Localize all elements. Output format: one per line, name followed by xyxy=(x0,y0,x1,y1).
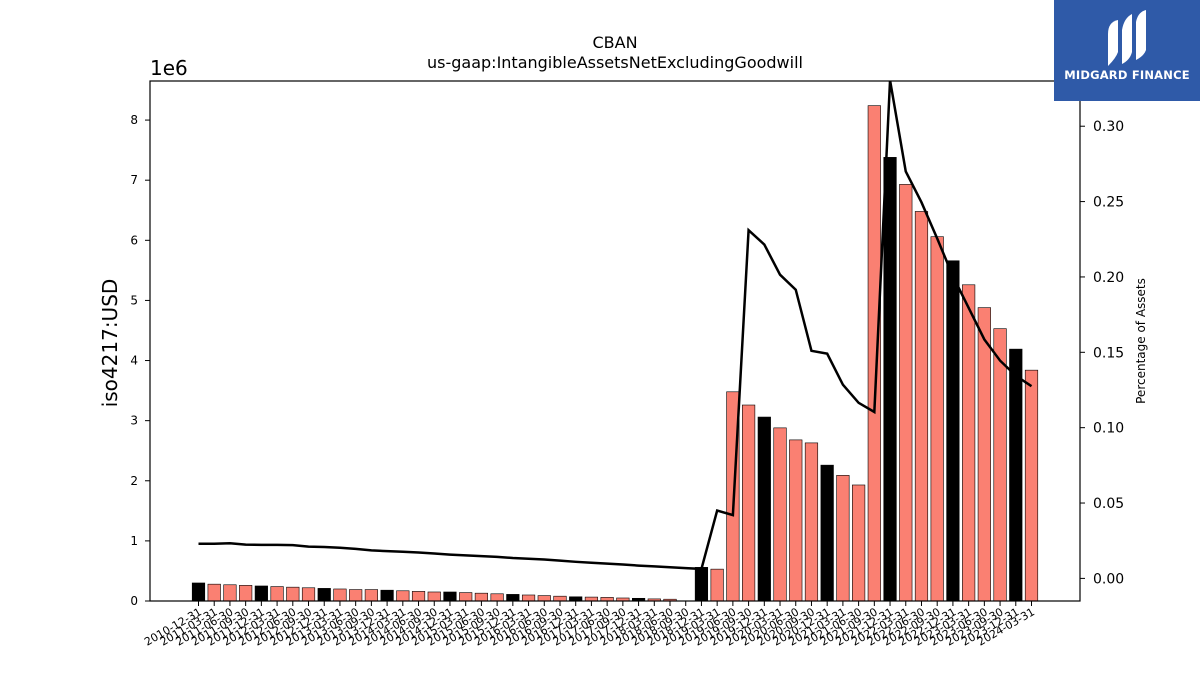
bar-2016-03-31 xyxy=(521,594,536,602)
y2-tick-label: 0.30 xyxy=(1093,119,1124,135)
bar-2022-03-31 xyxy=(899,184,913,602)
bar-2024-03-31 xyxy=(1024,369,1039,602)
pct-line-group xyxy=(198,81,1033,571)
y2-tick-label: 0.20 xyxy=(1093,270,1124,286)
bar-2012-06-30 xyxy=(286,586,300,602)
y-axis-label: iso4217:USD xyxy=(98,279,122,408)
logo: MIDGARD FINANCE xyxy=(1054,0,1200,101)
bar-2010-12-31 xyxy=(191,582,206,602)
bar-2013-06-30 xyxy=(349,589,363,602)
bar-2022-12-31 xyxy=(946,260,960,602)
bar-2015-12-31 xyxy=(506,594,520,602)
y-tick-label: 3 xyxy=(130,414,138,428)
y-tick-label: 7 xyxy=(130,173,138,187)
y-tick-label: 1 xyxy=(130,534,138,548)
y-offset-text: 1e6 xyxy=(150,56,188,80)
bar-2020-03-31 xyxy=(773,427,787,602)
bar-2023-12-31 xyxy=(1009,348,1023,602)
bar-2020-06-30 xyxy=(789,439,803,602)
y-tick-label: 5 xyxy=(130,293,138,307)
bar-2016-06-30 xyxy=(537,595,551,602)
y-tick-label: 2 xyxy=(130,474,138,488)
bar-2014-09-30 xyxy=(427,591,441,602)
bar-2016-12-31 xyxy=(569,596,583,602)
logo-text: MIDGARD FINANCE xyxy=(1064,68,1190,82)
y-tick-label: 8 xyxy=(130,113,138,127)
bar-2014-12-31 xyxy=(443,591,457,602)
bar-2019-03-31 xyxy=(710,568,724,602)
bar-2021-12-31 xyxy=(883,157,897,602)
bar-2021-06-30 xyxy=(852,484,866,602)
bar-2016-09-30 xyxy=(553,595,567,602)
bar-2018-12-31 xyxy=(694,567,709,602)
bar-2021-09-30 xyxy=(867,105,881,602)
bar-2023-03-31 xyxy=(962,284,976,602)
bar-2015-06-30 xyxy=(474,592,488,602)
chart-subtitle: us-gaap:IntangibleAssetsNetExcludingGood… xyxy=(427,53,803,72)
y2-tick-label: 0.10 xyxy=(1093,421,1124,437)
pct-of-assets-line xyxy=(198,81,1033,571)
bar-2022-06-30 xyxy=(914,211,929,602)
bar-2013-03-31 xyxy=(333,588,347,602)
y-tick-label: 4 xyxy=(130,354,138,368)
bar-2011-12-31 xyxy=(254,585,268,602)
y2-tick-label: 0.25 xyxy=(1093,195,1124,211)
bar-2014-03-31 xyxy=(396,590,410,602)
y2-tick-label: 0.15 xyxy=(1093,345,1124,361)
bar-2013-09-30 xyxy=(364,589,378,602)
bar-2012-03-31 xyxy=(270,586,284,602)
midgard-logo-icon xyxy=(1108,10,1146,66)
bar-2015-03-31 xyxy=(459,592,473,602)
axes-group: 0123456780.000.050.100.150.200.250.30201… xyxy=(130,80,1124,649)
bar-2012-09-30 xyxy=(301,587,316,602)
bar-2019-12-31 xyxy=(757,416,771,602)
bar-2012-12-31 xyxy=(317,588,331,602)
bar-2011-09-30 xyxy=(239,585,253,602)
y-tick-label: 0 xyxy=(130,594,138,608)
bar-2021-03-31 xyxy=(836,475,850,602)
bar-2023-06-30 xyxy=(977,307,991,602)
bar-2023-09-30 xyxy=(993,328,1007,602)
y-tick-label: 6 xyxy=(130,233,138,247)
bar-2022-09-30 xyxy=(930,236,944,602)
bars-group xyxy=(191,105,1039,602)
bar-2020-09-30 xyxy=(804,442,819,602)
bar-2015-09-30 xyxy=(490,593,504,602)
bar-2020-12-31 xyxy=(820,464,834,602)
bar-2011-03-31 xyxy=(207,583,221,602)
bar-2014-06-30 xyxy=(411,591,426,602)
y2-tick-label: 0.05 xyxy=(1093,496,1124,512)
plot-frame xyxy=(149,80,1081,602)
y2-tick-label: 0.00 xyxy=(1093,571,1124,587)
bar-2019-09-30 xyxy=(742,404,756,602)
bar-2011-06-30 xyxy=(223,584,237,602)
y2-axis-label: Percentage of Assets xyxy=(1134,278,1148,404)
chart-title: CBAN xyxy=(592,33,637,52)
bar-2013-12-31 xyxy=(380,589,394,602)
